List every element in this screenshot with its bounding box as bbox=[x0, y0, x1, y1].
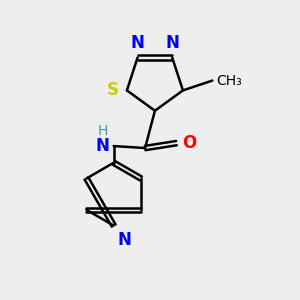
Text: N: N bbox=[96, 137, 110, 155]
Text: H: H bbox=[98, 124, 108, 138]
Text: N: N bbox=[165, 34, 179, 52]
Text: CH₃: CH₃ bbox=[216, 74, 242, 88]
Text: N: N bbox=[131, 34, 145, 52]
Text: O: O bbox=[182, 134, 197, 152]
Text: N: N bbox=[118, 232, 131, 250]
Text: S: S bbox=[107, 81, 119, 99]
